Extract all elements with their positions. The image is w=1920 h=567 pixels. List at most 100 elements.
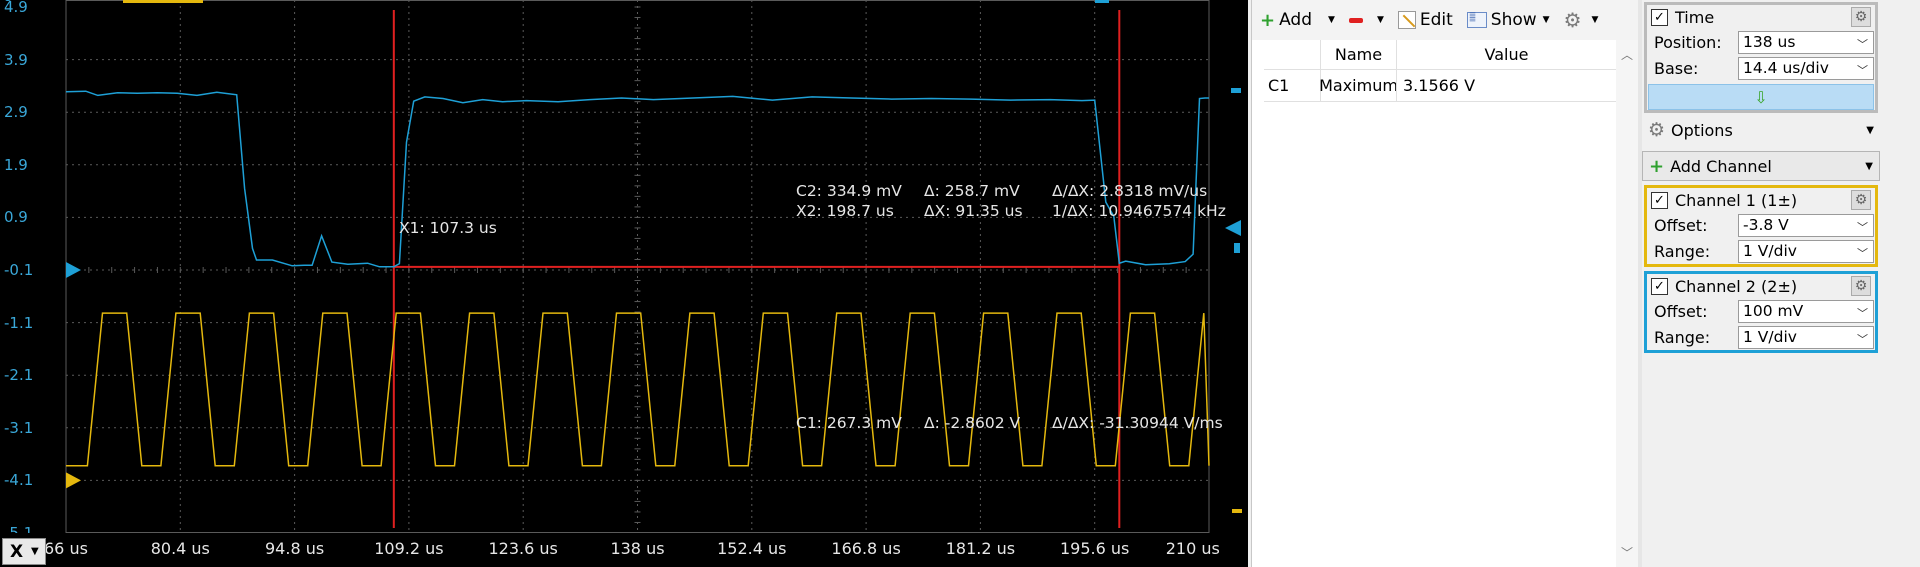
- channel1-settings: ✓ Channel 1 (1±) ⚙ Offset: -3.8 V ﹀ Rang…: [1644, 185, 1878, 267]
- channel1-enable-checkbox[interactable]: ✓: [1651, 191, 1668, 209]
- channel2-enable-checkbox[interactable]: ✓: [1651, 277, 1668, 295]
- channel1-range-label: Range:: [1654, 241, 1711, 261]
- channel1-offset-marker[interactable]: [66, 472, 81, 489]
- table-row[interactable]: C1 Maximum 3.1566 V: [1264, 70, 1616, 102]
- traces: [65, 90, 1210, 467]
- edit-label: Edit: [1419, 10, 1453, 30]
- gear-icon[interactable]: ⚙: [1851, 7, 1871, 27]
- column-header-value[interactable]: Value: [1396, 40, 1616, 69]
- channel2-range-label: Range:: [1654, 327, 1711, 347]
- channel2-range-value: 1 V/div: [1743, 328, 1797, 346]
- settings-panel: ✓ Time ⚙ Position: 138 us ﹀ Base: 14.4 u…: [1642, 0, 1920, 567]
- add-channel-button[interactable]: + Add Channel ▼: [1642, 151, 1880, 181]
- measurements-scrollbar[interactable]: ︿ ﹀: [1616, 40, 1639, 567]
- inverse-delta-x-label: 1/ΔX: 10.9467574 kHz: [1052, 202, 1226, 220]
- channel2-offset-value: 100 mV: [1743, 302, 1804, 320]
- time-base-label: Base:: [1654, 58, 1699, 78]
- gear-icon: ⚙: [1563, 8, 1582, 32]
- plot-area[interactable]: [63, 0, 1215, 533]
- plus-icon: +: [1649, 155, 1665, 177]
- chevron-down-icon: ﹀: [1857, 246, 1868, 260]
- minus-icon: [1348, 17, 1363, 23]
- x-tick-label: 166.8 us: [831, 539, 901, 558]
- y-tick-label: -2.1: [4, 366, 34, 385]
- channel2-title: Channel 2 (2±): [1675, 276, 1798, 296]
- chevron-down-icon: ﹀: [1857, 306, 1868, 320]
- time-base-row: Base: 14.4 us/div ﹀: [1647, 55, 1875, 81]
- c1-delta-label: Δ: -2.8602 V: [924, 414, 1021, 432]
- arrow-down-icon: ⇩: [1754, 87, 1768, 107]
- channel2-header: ✓ Channel 2 (2±) ⚙: [1647, 274, 1875, 298]
- splitter[interactable]: [1248, 0, 1251, 567]
- chevron-down-icon: ▼: [1328, 15, 1335, 25]
- row-name: Maximum: [1319, 70, 1398, 101]
- cursors: [392, 10, 1121, 528]
- add-channel-label: Add Channel: [1670, 156, 1772, 176]
- gear-icon[interactable]: ⚙: [1851, 276, 1871, 296]
- y-tick-label: -3.1: [4, 418, 34, 437]
- c2-marker-small: [1234, 243, 1240, 253]
- x-tick-label: 181.2 us: [945, 539, 1016, 558]
- chevron-down-icon: ▼: [1591, 15, 1599, 25]
- channel2-offset-marker[interactable]: [66, 262, 81, 278]
- channel1-offset-label: Offset:: [1654, 215, 1708, 235]
- measurements-panel: + Add ▼ ▼ Edit ≡ ≡ Show ▼ ⚙ ▼: [1251, 0, 1639, 567]
- right-marker-strip: [1215, 0, 1248, 533]
- y-tick-label: -1.1: [4, 313, 34, 332]
- channel2-trace: [65, 90, 1209, 268]
- time-enable-checkbox[interactable]: ✓: [1651, 8, 1668, 26]
- edit-measurement-button[interactable]: Edit: [1397, 10, 1453, 30]
- x-axis-selector[interactable]: X ▼: [2, 538, 46, 565]
- y-axis: 9 4.93.92.91.90.9-0.1-1.1-2.1-3.1-4.1-5.…: [0, 0, 63, 542]
- gear-icon[interactable]: ⚙: [1851, 190, 1871, 210]
- measurements-table: Name Value C1 Maximum 3.1566 V: [1264, 40, 1616, 102]
- markers: [66, 0, 1109, 489]
- x-tick-label: 123.6 us: [488, 539, 558, 558]
- options-button[interactable]: ⚙ Options ▼: [1642, 115, 1880, 145]
- measurements-toolbar: + Add ▼ ▼ Edit ≡ ≡ Show ▼ ⚙ ▼: [1252, 0, 1639, 40]
- channel2-range-row: Range: 1 V/div ﹀: [1647, 324, 1875, 350]
- channel2-range-select[interactable]: 1 V/div ﹀: [1738, 325, 1874, 349]
- time-position-label: Position:: [1654, 32, 1722, 52]
- time-header: ✓ Time ⚙: [1647, 5, 1875, 29]
- y-tick-label: 1.9: [4, 155, 28, 174]
- cursor-x2-label: X2: 198.7 us: [796, 202, 894, 220]
- scroll-up-icon[interactable]: ︿: [1621, 48, 1634, 62]
- c2-delta-label: Δ: 258.7 mV: [924, 182, 1020, 200]
- x-axis: 66 us 80.4 us 94.8 us 109.2 us 123.6 us 138 u…: [0, 533, 1248, 567]
- channel1-title: Channel 1 (1±): [1675, 190, 1798, 210]
- show-measurement-button[interactable]: ≡ ≡ Show ▼: [1466, 10, 1550, 30]
- channel2-offset-label: Offset:: [1654, 301, 1708, 321]
- channel1-offset-select[interactable]: -3.8 V ﹀: [1738, 213, 1874, 237]
- chevron-down-icon: ▼: [1542, 15, 1550, 25]
- y-tick-label: -0.1: [4, 261, 34, 279]
- time-position-select[interactable]: 138 us ﹀: [1738, 30, 1874, 54]
- y-tick-partial: 9: [4, 0, 60, 5]
- channel1-range-select[interactable]: 1 V/div ﹀: [1738, 239, 1874, 263]
- channel2-offset-select[interactable]: 100 mV ﹀: [1738, 299, 1874, 323]
- time-base-select[interactable]: 14.4 us/div ﹀: [1738, 56, 1874, 80]
- x-tick-label: 94.8 us: [265, 539, 325, 558]
- c1-value-label: C1: 267.3 mV: [796, 414, 902, 432]
- chevron-down-icon: ﹀: [1857, 332, 1868, 346]
- show-label: Show: [1490, 10, 1537, 30]
- remove-measurement-button[interactable]: ▼: [1348, 15, 1384, 25]
- channel1-offset-row: Offset: -3.8 V ﹀: [1647, 212, 1875, 238]
- channel1-range-row: Range: 1 V/div ﹀: [1647, 238, 1875, 264]
- add-measurement-button[interactable]: + Add ▼: [1260, 10, 1335, 31]
- time-base-value: 14.4 us/div: [1743, 59, 1829, 77]
- oscilloscope-view: 9 4.93.92.91.90.9-0.1-1.1-2.1-3.1-4.1-5.…: [0, 0, 1248, 567]
- chevron-down-icon: ▼: [31, 546, 39, 557]
- column-header-name[interactable]: Name: [1320, 40, 1396, 69]
- c2-level-marker[interactable]: [1225, 220, 1241, 236]
- chevron-down-icon: ﹀: [1857, 37, 1868, 51]
- x-tick-label: 109.2 us: [374, 539, 444, 558]
- measurement-settings-button[interactable]: ⚙ ▼: [1564, 8, 1599, 32]
- x-tick-label: 210 us: [1165, 539, 1220, 558]
- cursor-x1-label: X1: 107.3 us: [399, 219, 497, 237]
- c1-marker-bottom: [1232, 509, 1242, 513]
- row-channel: C1: [1268, 76, 1290, 95]
- scroll-down-icon[interactable]: ﹀: [1621, 546, 1634, 560]
- splitter[interactable]: [1638, 0, 1642, 567]
- apply-time-button[interactable]: ⇩: [1648, 84, 1874, 110]
